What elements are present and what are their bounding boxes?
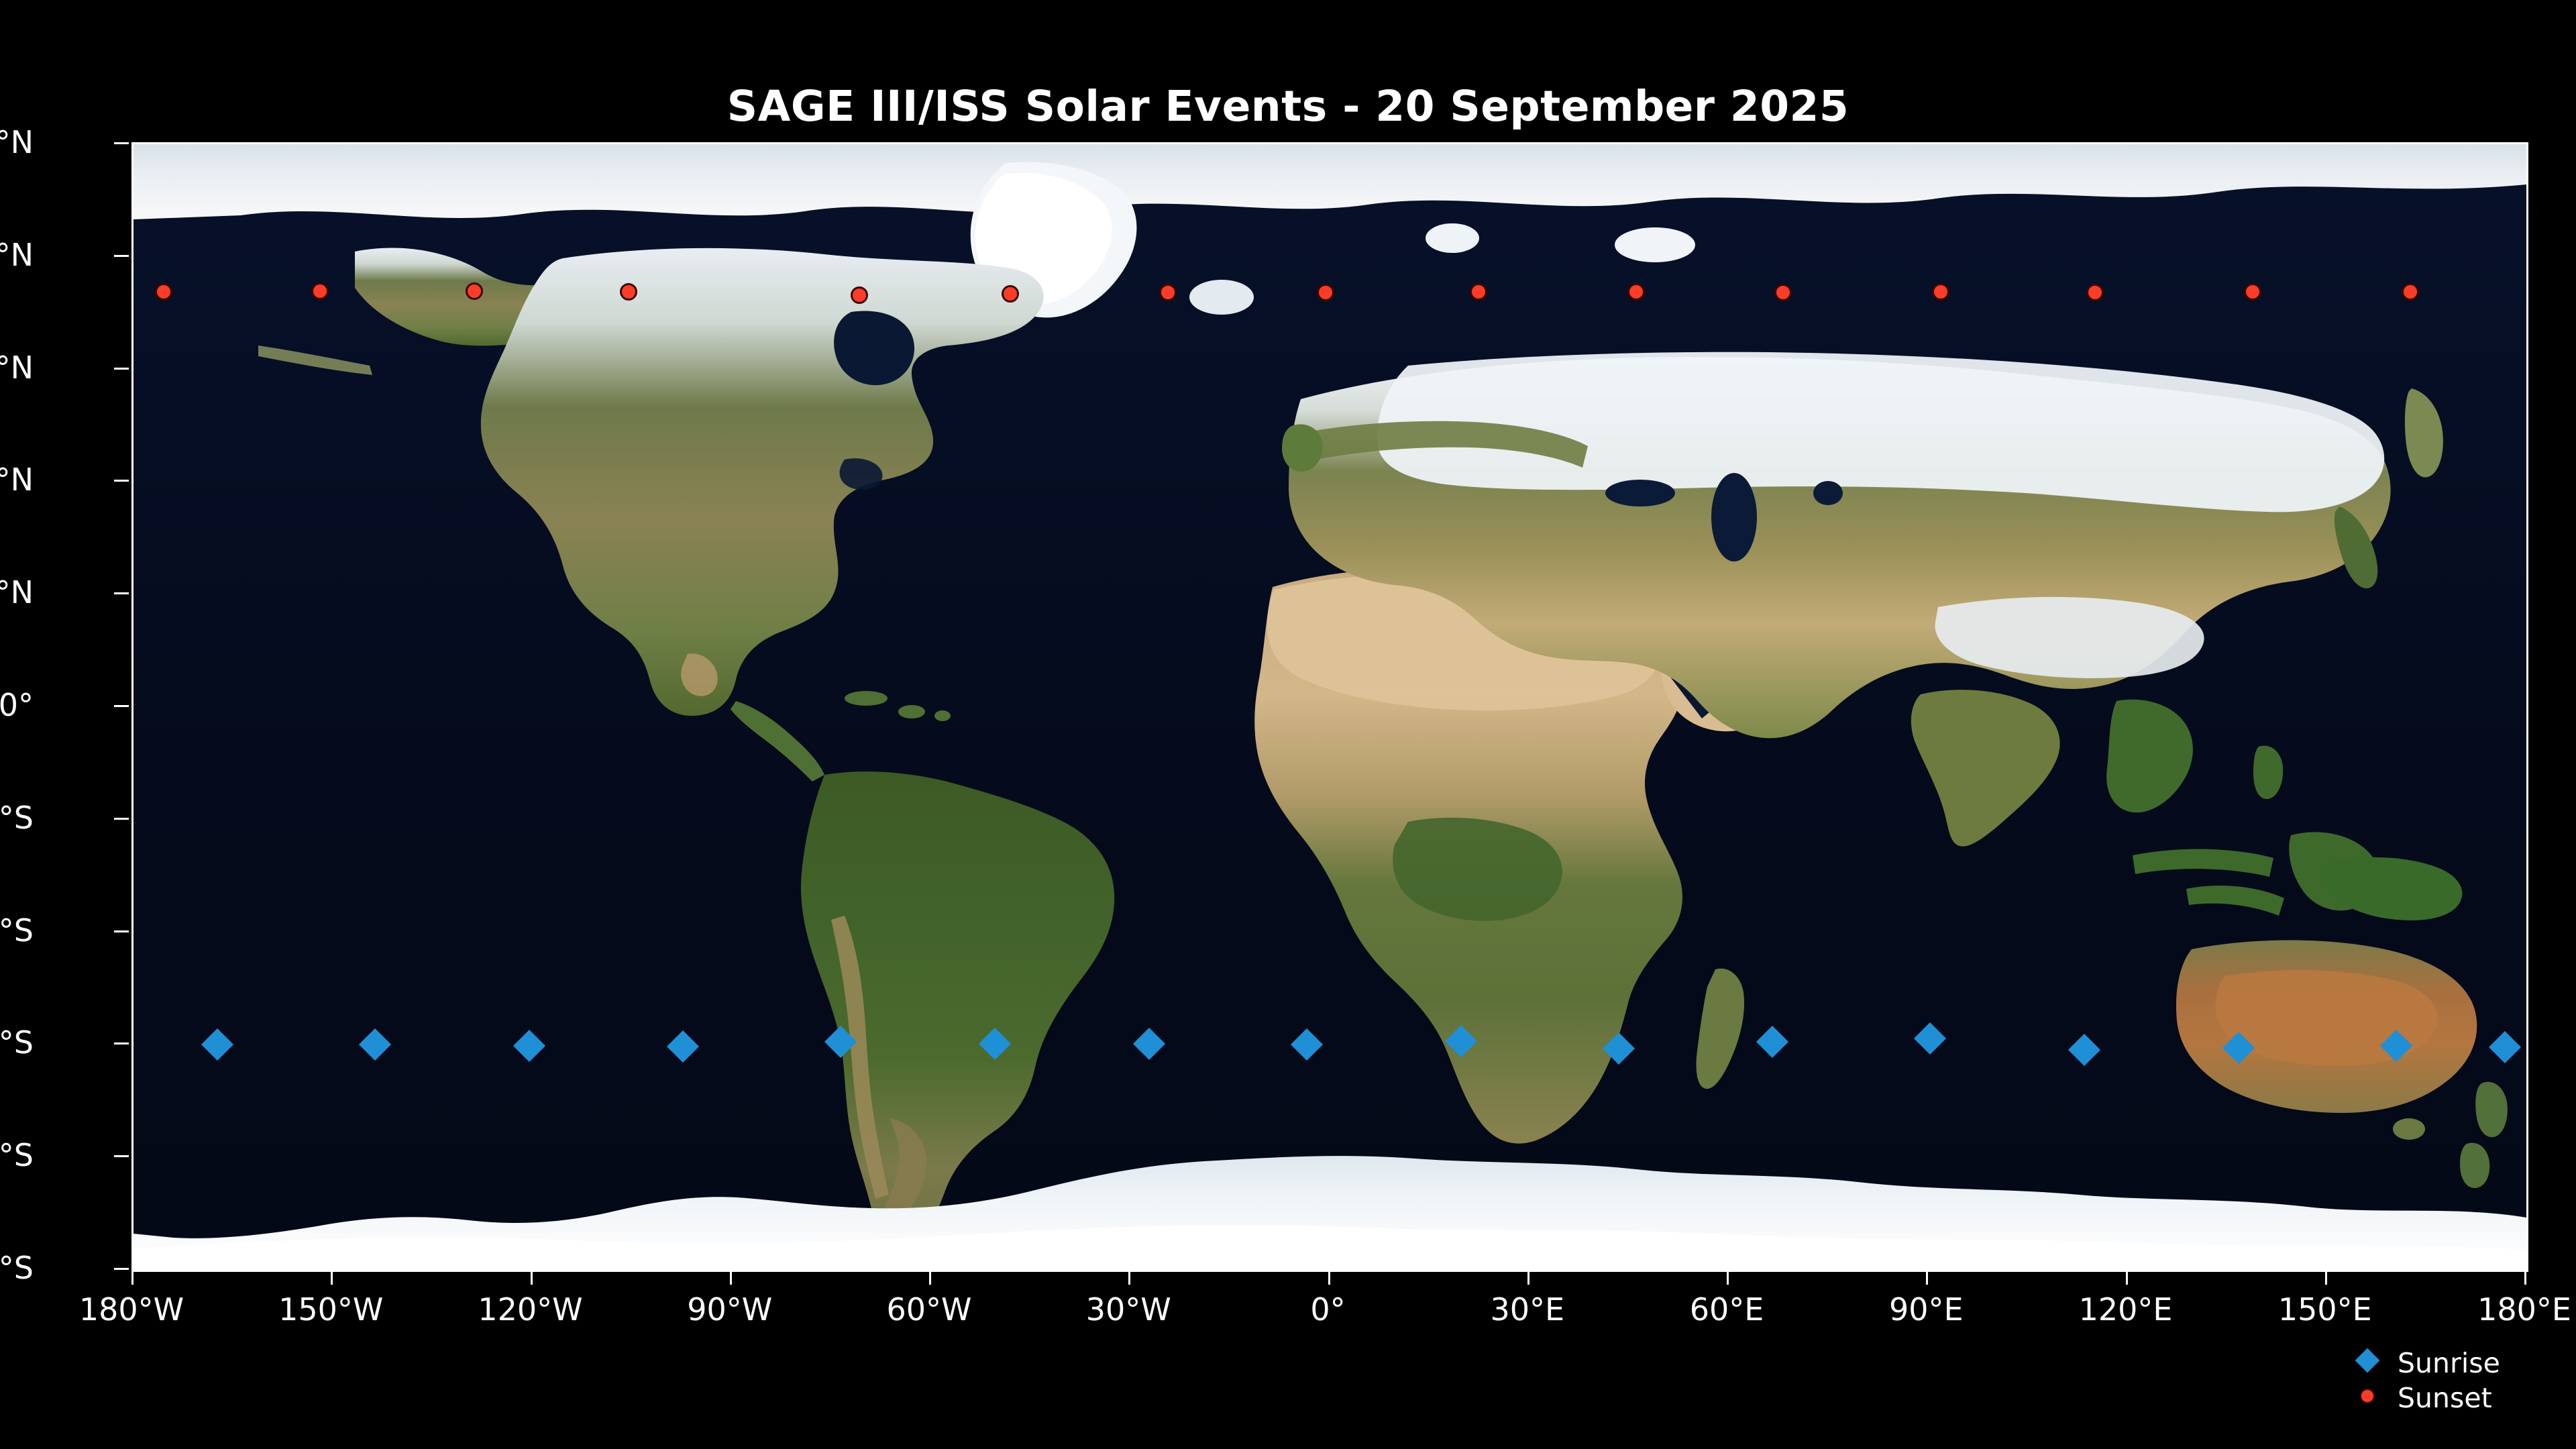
world-basemap [133, 144, 2526, 1270]
y-tick-label: 45°N [0, 349, 34, 386]
sunrise-diamond-icon [2355, 1348, 2380, 1373]
y-tick-label: 30°S [0, 912, 34, 949]
x-tick-mark [1527, 1270, 1529, 1285]
x-tick-label: 90°W [687, 1291, 773, 1328]
x-tick-mark [1328, 1270, 1330, 1285]
y-tick-label: 30°N [0, 462, 34, 498]
x-tick-label: 30°E [1490, 1291, 1565, 1328]
x-tick-mark [929, 1270, 931, 1285]
legend-row-sunrise: Sunrise [2348, 1345, 2549, 1380]
y-tick-mark [114, 367, 129, 370]
x-tick-label: 150°E [2277, 1291, 2372, 1328]
y-tick-mark [114, 1042, 129, 1045]
map-plot-area [131, 142, 2528, 1272]
x-tick-mark [1926, 1270, 1929, 1285]
x-tick-label: 90°E [1888, 1291, 1964, 1328]
x-tick-mark [131, 1270, 133, 1285]
sunset-circle-icon [2360, 1389, 2375, 1403]
y-tick-mark [114, 480, 129, 482]
legend-label-sunrise: Sunrise [2398, 1347, 2500, 1379]
y-tick-mark [114, 1268, 129, 1270]
y-tick-mark [114, 142, 129, 144]
x-tick-mark [2524, 1270, 2526, 1285]
x-tick-label: 150°W [278, 1291, 384, 1328]
y-tick-mark [114, 930, 129, 932]
x-tick-mark [1727, 1270, 1729, 1285]
y-tick-label: 75°N [0, 124, 34, 160]
y-tick-label: 15°N [0, 574, 34, 611]
y-tick-mark [114, 254, 129, 257]
page-title: SAGE III/ISS Solar Events - 20 September… [727, 82, 1849, 131]
legend-label-sunset: Sunset [2398, 1382, 2492, 1414]
legend-row-sunset: Sunset [2348, 1380, 2549, 1415]
x-tick-label: 30°W [1085, 1291, 1171, 1328]
y-tick-label: 60°N [0, 236, 34, 273]
x-tick-mark [530, 1270, 533, 1285]
y-tick-mark [114, 817, 129, 820]
y-tick-label: 45°S [0, 1024, 34, 1061]
x-tick-label: 120°E [2078, 1291, 2173, 1328]
x-tick-label: 0° [1310, 1291, 1346, 1328]
x-tick-label: 60°E [1689, 1291, 1764, 1328]
x-tick-mark [1128, 1270, 1131, 1285]
y-tick-label: 75°S [0, 1250, 34, 1286]
y-tick-mark [114, 1155, 129, 1158]
x-tick-label: 120°W [478, 1291, 583, 1328]
x-tick-mark [2125, 1270, 2128, 1285]
x-tick-mark [729, 1270, 732, 1285]
x-tick-mark [331, 1270, 333, 1285]
y-tick-mark [114, 592, 129, 595]
y-tick-label: 15°S [0, 799, 34, 836]
y-tick-label: 0° [0, 687, 34, 723]
x-tick-label: 180°W [78, 1291, 184, 1328]
x-tick-mark [2324, 1270, 2327, 1285]
y-tick-mark [114, 705, 129, 707]
y-tick-label: 60°S [0, 1137, 34, 1174]
x-tick-label: 60°W [886, 1291, 972, 1328]
legend: Sunrise Sunset [2348, 1345, 2549, 1415]
x-tick-label: 180°E [2477, 1291, 2571, 1328]
